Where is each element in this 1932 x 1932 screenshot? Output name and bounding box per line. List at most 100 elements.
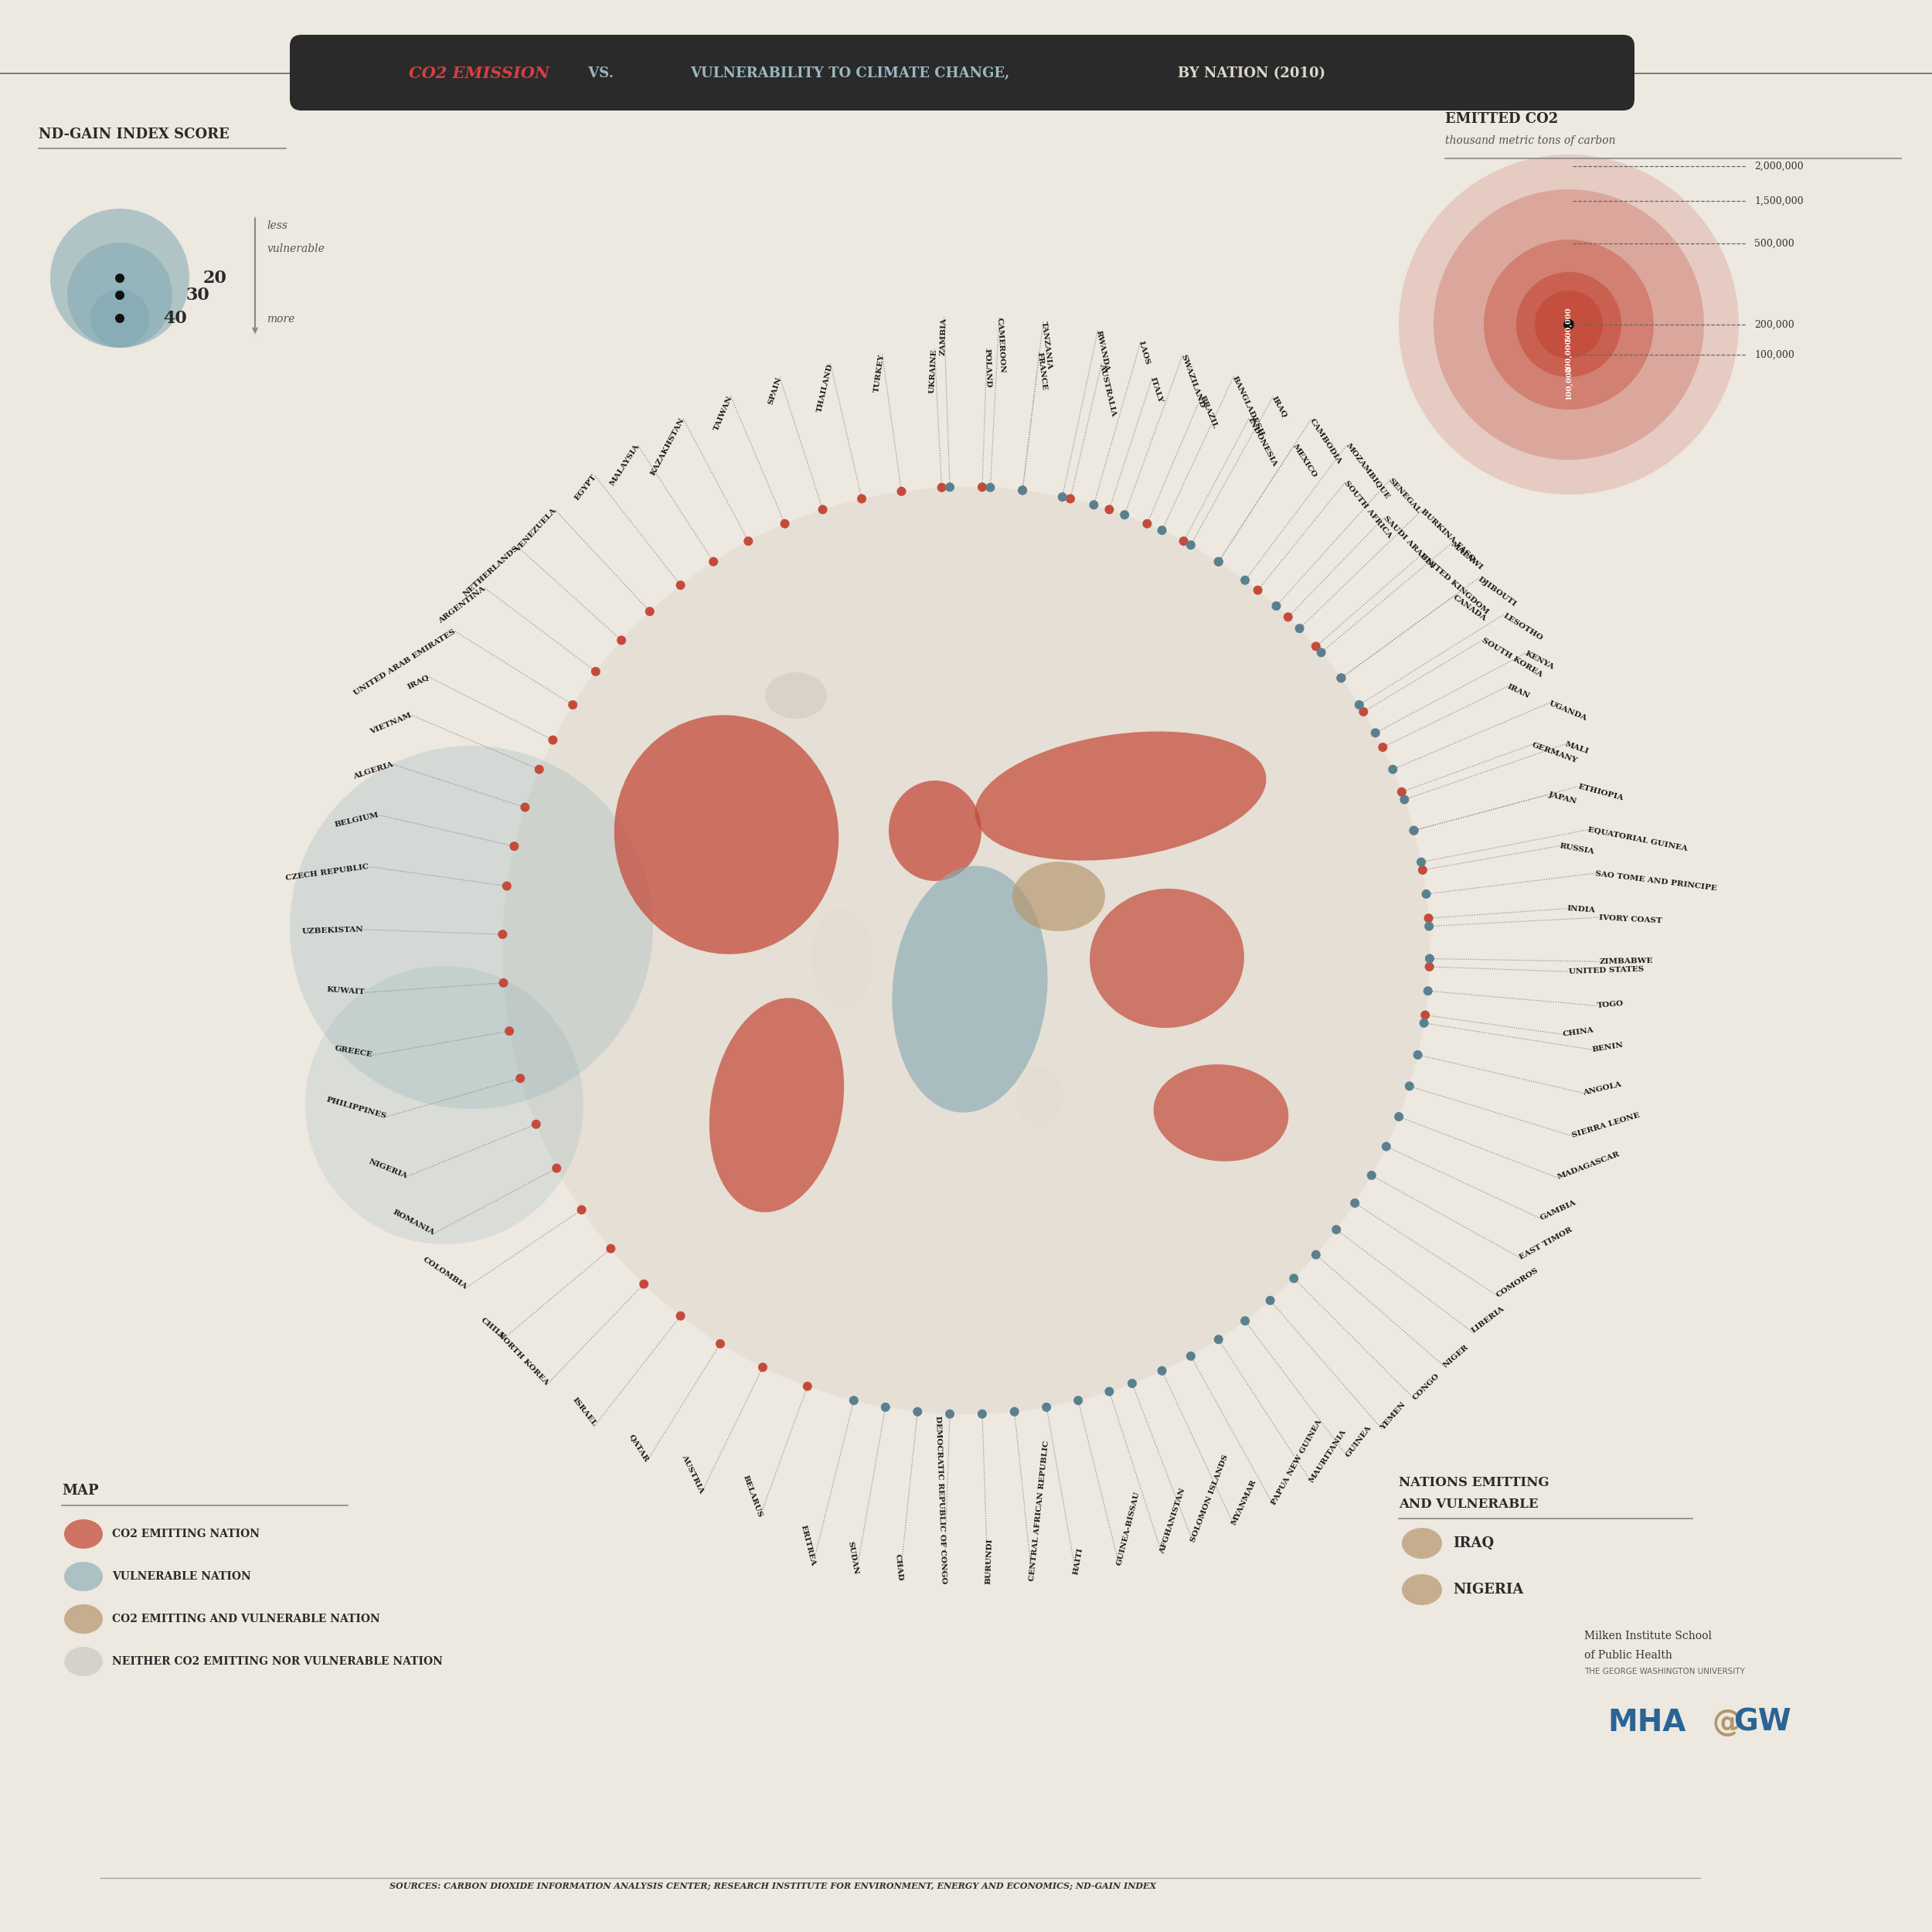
Text: UKRAINE: UKRAINE [929, 348, 937, 392]
Text: INDONESIA: INDONESIA [1246, 417, 1277, 468]
Circle shape [616, 636, 626, 645]
Text: ALGERIA: ALGERIA [352, 761, 394, 781]
Text: SENEGAL: SENEGAL [1387, 477, 1422, 514]
Circle shape [1420, 1018, 1428, 1028]
Circle shape [498, 929, 508, 939]
Circle shape [1395, 1113, 1403, 1121]
Text: NATIONS EMITTING: NATIONS EMITTING [1399, 1476, 1549, 1490]
Text: thousand metric tons of carbon: thousand metric tons of carbon [1445, 135, 1615, 147]
Circle shape [914, 1406, 922, 1416]
Text: MOZAMBIQUE: MOZAMBIQUE [1345, 442, 1391, 500]
Circle shape [1312, 641, 1321, 651]
Circle shape [535, 765, 543, 775]
Circle shape [1381, 1142, 1391, 1151]
Circle shape [1289, 1273, 1298, 1283]
Text: AUSTRALIA: AUSTRALIA [1097, 363, 1117, 415]
Circle shape [553, 1163, 560, 1173]
Circle shape [757, 1362, 767, 1372]
Text: VS.: VS. [583, 66, 614, 81]
Circle shape [645, 607, 655, 616]
Text: 100,000: 100,000 [1754, 350, 1795, 359]
Circle shape [945, 1408, 954, 1418]
Text: MAP: MAP [62, 1484, 99, 1497]
Circle shape [498, 978, 508, 987]
Text: CHINA: CHINA [1563, 1026, 1594, 1037]
Circle shape [817, 504, 827, 514]
Circle shape [1405, 1082, 1414, 1092]
Circle shape [676, 580, 686, 589]
Text: HAITI: HAITI [1072, 1548, 1084, 1575]
Ellipse shape [811, 908, 873, 1009]
Text: IRAN: IRAN [1507, 684, 1530, 699]
Circle shape [1418, 866, 1428, 875]
Ellipse shape [1403, 1575, 1441, 1605]
Text: BENIN: BENIN [1592, 1041, 1623, 1053]
Text: 40: 40 [162, 309, 187, 327]
Text: TANZANIA: TANZANIA [1039, 321, 1053, 371]
Text: NORTH KOREA: NORTH KOREA [497, 1331, 551, 1387]
Circle shape [305, 966, 583, 1244]
Circle shape [1424, 987, 1432, 995]
Circle shape [1401, 794, 1408, 804]
Circle shape [978, 483, 987, 493]
Text: ETHIOPIA: ETHIOPIA [1577, 782, 1625, 802]
Ellipse shape [765, 672, 827, 719]
Text: MALAYSIA: MALAYSIA [609, 442, 641, 487]
Circle shape [1179, 537, 1188, 545]
Text: IRAQ: IRAQ [406, 674, 431, 692]
Text: VIETNAM: VIETNAM [369, 711, 413, 736]
Circle shape [850, 1395, 858, 1405]
Text: vulnerable: vulnerable [267, 243, 325, 255]
Ellipse shape [709, 999, 844, 1211]
Text: 500,000: 500,000 [1565, 307, 1573, 342]
Circle shape [578, 1206, 585, 1215]
Text: LIBERIA: LIBERIA [1470, 1306, 1505, 1335]
Circle shape [1240, 1316, 1250, 1325]
Text: MHA: MHA [1607, 1708, 1687, 1737]
Text: RUSSIA: RUSSIA [1559, 842, 1596, 856]
Circle shape [1368, 1171, 1376, 1180]
Text: MEXICO: MEXICO [1291, 442, 1318, 479]
Circle shape [1416, 858, 1426, 867]
Circle shape [1424, 914, 1434, 923]
Ellipse shape [1016, 1066, 1063, 1128]
Text: BELGIUM: BELGIUM [334, 811, 379, 829]
Text: CHAD: CHAD [893, 1553, 904, 1580]
Circle shape [1265, 1296, 1275, 1306]
Text: CZECH REPUBLIC: CZECH REPUBLIC [286, 864, 369, 881]
Ellipse shape [64, 1646, 102, 1677]
Text: CO2 EMITTING AND VULNERABLE NATION: CO2 EMITTING AND VULNERABLE NATION [112, 1613, 381, 1625]
Circle shape [1254, 585, 1262, 595]
Text: EQUATORIAL GUINEA: EQUATORIAL GUINEA [1588, 827, 1689, 852]
Text: KUWAIT: KUWAIT [327, 987, 365, 997]
Text: 20: 20 [203, 270, 228, 286]
Text: EAST TIMOR: EAST TIMOR [1519, 1227, 1575, 1262]
Circle shape [896, 487, 906, 497]
Circle shape [804, 1381, 811, 1391]
Text: UNITED STATES: UNITED STATES [1569, 966, 1644, 976]
FancyBboxPatch shape [290, 35, 1634, 110]
Circle shape [510, 842, 520, 850]
Text: MADAGASCAR: MADAGASCAR [1557, 1151, 1621, 1180]
Text: VENEZUELA: VENEZUELA [514, 508, 558, 554]
Circle shape [1157, 526, 1167, 535]
Text: SPAIN: SPAIN [767, 377, 782, 406]
Circle shape [1142, 520, 1151, 527]
Circle shape [568, 699, 578, 709]
Text: GREECE: GREECE [334, 1045, 373, 1059]
Circle shape [937, 483, 947, 493]
Ellipse shape [893, 866, 1047, 1113]
Ellipse shape [889, 781, 981, 881]
Circle shape [1331, 1225, 1341, 1235]
Text: 200,000: 200,000 [1565, 338, 1573, 373]
Circle shape [1186, 1352, 1196, 1360]
Circle shape [1283, 612, 1293, 622]
Circle shape [591, 667, 601, 676]
Circle shape [549, 736, 558, 744]
Text: BELARUS: BELARUS [742, 1474, 763, 1519]
Text: ZAMBIA: ZAMBIA [939, 317, 947, 355]
Text: ND-GAIN INDEX SCORE: ND-GAIN INDEX SCORE [39, 128, 230, 141]
Text: 2,000,000: 2,000,000 [1754, 160, 1803, 172]
Text: LAOS: LAOS [1138, 340, 1151, 365]
Ellipse shape [1403, 1528, 1441, 1559]
